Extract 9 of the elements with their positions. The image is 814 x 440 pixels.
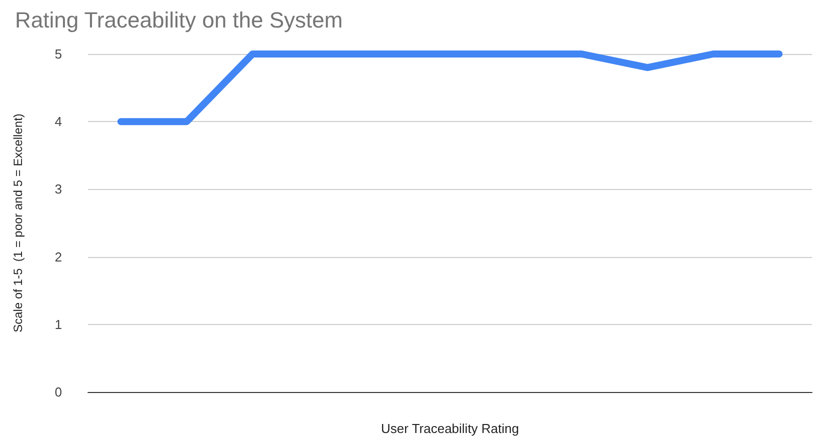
y-tick-label: 1 xyxy=(54,316,62,332)
y-tick-label: 2 xyxy=(54,249,62,264)
x-axis-title: User Traceability Rating xyxy=(381,421,519,436)
chart-title: Rating Traceability on the System xyxy=(15,8,343,32)
y-axis-title: Scale of 1-5 (1 = poor and 5 = Excellent) xyxy=(11,114,25,332)
y-tick-label: 0 xyxy=(54,384,62,400)
y-tick-label: 3 xyxy=(54,182,62,197)
y-tick-label: 5 xyxy=(54,46,62,62)
y-tick-label: 4 xyxy=(54,114,62,130)
